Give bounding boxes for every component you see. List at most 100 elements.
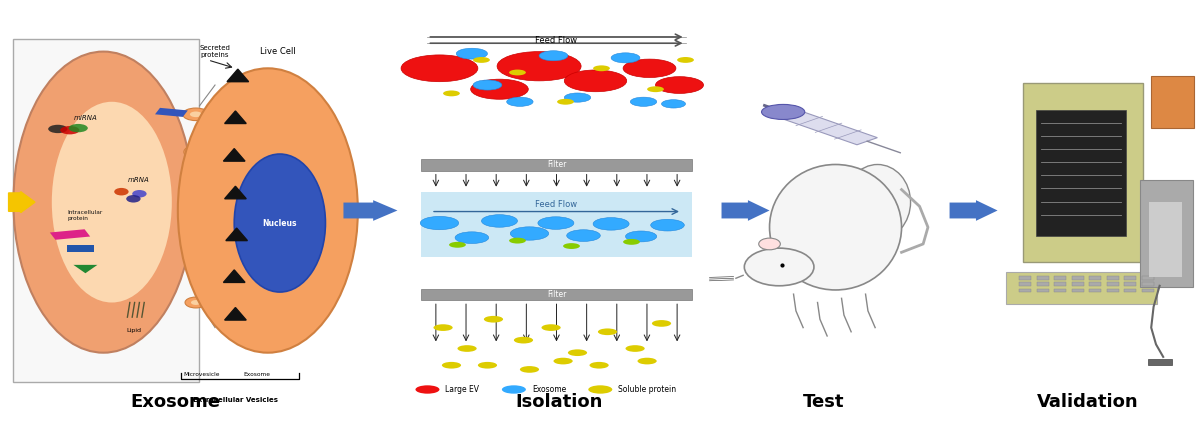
Circle shape xyxy=(443,91,460,96)
Bar xyxy=(1072,276,1084,280)
Text: Lipid: Lipid xyxy=(126,328,141,333)
Ellipse shape xyxy=(185,257,209,269)
Bar xyxy=(421,192,692,256)
FancyBboxPatch shape xyxy=(1151,76,1195,128)
Ellipse shape xyxy=(759,238,781,250)
Circle shape xyxy=(626,345,645,352)
Circle shape xyxy=(568,349,587,356)
Text: Secreted
proteins: Secreted proteins xyxy=(200,45,231,58)
FancyArrow shape xyxy=(949,200,997,221)
Bar xyxy=(1142,282,1154,286)
Text: Filter: Filter xyxy=(547,160,567,169)
Circle shape xyxy=(538,217,574,229)
Ellipse shape xyxy=(183,108,209,120)
Circle shape xyxy=(520,366,539,373)
Bar xyxy=(1054,282,1066,286)
Polygon shape xyxy=(225,307,247,320)
Bar xyxy=(1037,276,1049,280)
Bar xyxy=(1072,289,1084,292)
Circle shape xyxy=(539,51,568,61)
Text: Soluble protein: Soluble protein xyxy=(618,385,676,394)
Text: Isolation: Isolation xyxy=(516,393,603,411)
Bar xyxy=(1149,202,1183,277)
Circle shape xyxy=(509,238,526,243)
Circle shape xyxy=(761,104,805,120)
Circle shape xyxy=(509,69,526,75)
Ellipse shape xyxy=(183,182,205,193)
Bar xyxy=(421,289,692,301)
FancyBboxPatch shape xyxy=(13,39,200,382)
Ellipse shape xyxy=(189,185,198,190)
Ellipse shape xyxy=(52,102,172,303)
Text: Nucleus: Nucleus xyxy=(262,218,297,227)
Ellipse shape xyxy=(745,248,814,286)
Ellipse shape xyxy=(132,190,147,197)
Circle shape xyxy=(415,385,439,394)
Text: Intracellular
protein: Intracellular protein xyxy=(67,210,102,221)
Bar xyxy=(1107,289,1119,292)
Circle shape xyxy=(506,97,533,107)
Ellipse shape xyxy=(235,154,326,292)
FancyBboxPatch shape xyxy=(1006,272,1157,304)
FancyBboxPatch shape xyxy=(1023,83,1143,262)
Polygon shape xyxy=(225,186,247,199)
Bar xyxy=(49,229,90,240)
Circle shape xyxy=(470,79,528,99)
Ellipse shape xyxy=(48,125,67,133)
Text: Validation: Validation xyxy=(1037,393,1138,411)
Bar xyxy=(421,159,692,171)
Bar xyxy=(1037,289,1049,292)
Bar xyxy=(1019,282,1031,286)
Ellipse shape xyxy=(191,300,201,305)
Text: Exosome: Exosome xyxy=(243,371,271,376)
Bar xyxy=(67,245,94,252)
FancyArrow shape xyxy=(722,200,770,221)
Bar xyxy=(1037,282,1049,286)
Text: Feed Flow: Feed Flow xyxy=(535,200,577,210)
Text: mRNA: mRNA xyxy=(128,177,149,183)
Circle shape xyxy=(514,337,533,344)
Bar xyxy=(1019,289,1031,292)
Bar xyxy=(421,50,692,159)
Circle shape xyxy=(647,86,664,92)
Polygon shape xyxy=(224,270,245,282)
Circle shape xyxy=(598,328,617,335)
Circle shape xyxy=(623,59,676,77)
Circle shape xyxy=(433,324,452,331)
Circle shape xyxy=(473,80,502,90)
Circle shape xyxy=(638,358,657,365)
Bar xyxy=(1089,276,1101,280)
Circle shape xyxy=(553,358,573,365)
Ellipse shape xyxy=(191,260,202,265)
Circle shape xyxy=(593,65,610,71)
Ellipse shape xyxy=(194,222,206,228)
Polygon shape xyxy=(780,111,877,145)
Circle shape xyxy=(623,239,640,245)
Ellipse shape xyxy=(190,112,202,117)
Text: Microvesicle: Microvesicle xyxy=(184,371,220,376)
Circle shape xyxy=(497,52,581,81)
Bar xyxy=(1054,276,1066,280)
Bar xyxy=(155,108,188,117)
Ellipse shape xyxy=(185,297,207,308)
FancyArrow shape xyxy=(343,200,397,221)
Bar xyxy=(1019,276,1031,280)
Circle shape xyxy=(656,77,704,93)
Circle shape xyxy=(510,227,549,240)
Ellipse shape xyxy=(178,68,357,353)
Circle shape xyxy=(457,345,476,352)
FancyArrow shape xyxy=(8,192,35,213)
Bar xyxy=(1072,282,1084,286)
Bar xyxy=(1107,282,1119,286)
Text: Live Cell: Live Cell xyxy=(260,47,295,56)
Circle shape xyxy=(564,70,627,92)
Circle shape xyxy=(401,55,478,82)
Bar xyxy=(1148,360,1172,365)
Circle shape xyxy=(588,385,612,394)
Bar xyxy=(1089,289,1101,292)
Bar xyxy=(1142,289,1154,292)
Bar xyxy=(1107,276,1119,280)
Circle shape xyxy=(611,53,640,63)
Circle shape xyxy=(420,216,458,230)
Ellipse shape xyxy=(60,126,79,134)
